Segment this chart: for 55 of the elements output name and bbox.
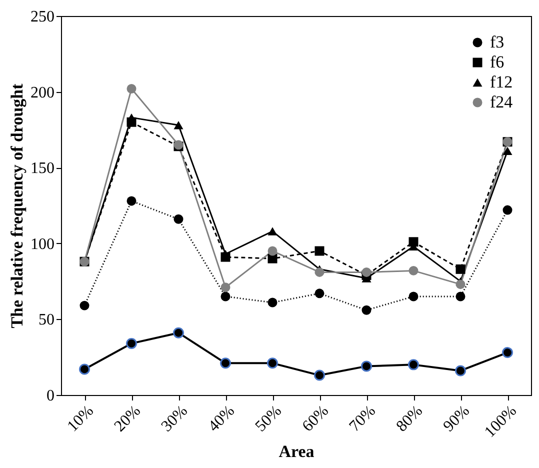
legend-label: f24 bbox=[490, 92, 514, 112]
point bbox=[314, 288, 324, 298]
point bbox=[126, 338, 137, 349]
x-axis-title: Area bbox=[278, 442, 315, 462]
x-tick-label: 40% bbox=[205, 402, 238, 436]
point bbox=[455, 365, 466, 376]
point bbox=[314, 370, 325, 381]
point bbox=[80, 300, 90, 310]
y-tick-label: 150 bbox=[30, 160, 54, 178]
point bbox=[268, 298, 278, 308]
point bbox=[408, 266, 418, 276]
y-tick-label: 100 bbox=[30, 236, 54, 253]
point bbox=[408, 292, 418, 302]
legend-label: f3 bbox=[490, 32, 504, 52]
point bbox=[174, 214, 184, 224]
point bbox=[502, 347, 513, 358]
point bbox=[362, 267, 372, 277]
x-tick-label: 10% bbox=[64, 402, 98, 436]
y-axis-title: The relative frequency of drought bbox=[8, 83, 26, 328]
point bbox=[314, 267, 324, 277]
point bbox=[126, 196, 136, 206]
y-tick-label: 0 bbox=[46, 388, 54, 404]
x-tick-label: 90% bbox=[440, 402, 474, 436]
point bbox=[408, 359, 419, 370]
x-tick-label: 30% bbox=[158, 402, 192, 436]
x-tick-label: 20% bbox=[111, 402, 144, 436]
point bbox=[173, 327, 184, 338]
point bbox=[126, 113, 136, 122]
point bbox=[456, 280, 466, 290]
y-tick-label: 250 bbox=[30, 8, 54, 26]
point bbox=[267, 358, 278, 369]
point bbox=[220, 250, 230, 258]
point bbox=[79, 364, 90, 375]
x-tick-label: 70% bbox=[346, 402, 380, 436]
point bbox=[220, 282, 230, 292]
y-tick-label: 200 bbox=[30, 84, 54, 102]
point bbox=[361, 360, 372, 372]
point bbox=[456, 292, 466, 302]
legend-label: f12 bbox=[490, 72, 513, 92]
x-tick-label: 60% bbox=[299, 402, 332, 436]
point bbox=[220, 292, 230, 302]
point bbox=[502, 205, 512, 215]
point bbox=[126, 84, 136, 94]
y-tick-label: 50 bbox=[38, 312, 54, 329]
point bbox=[314, 246, 324, 256]
legend-label: f6 bbox=[490, 52, 504, 72]
x-tick-label: 80% bbox=[393, 402, 426, 436]
point bbox=[362, 305, 372, 315]
point bbox=[220, 358, 231, 369]
x-tick-label: 50% bbox=[252, 402, 286, 436]
point bbox=[268, 227, 278, 236]
point bbox=[174, 121, 184, 130]
point bbox=[456, 264, 466, 274]
point bbox=[268, 246, 278, 256]
point bbox=[502, 146, 512, 156]
